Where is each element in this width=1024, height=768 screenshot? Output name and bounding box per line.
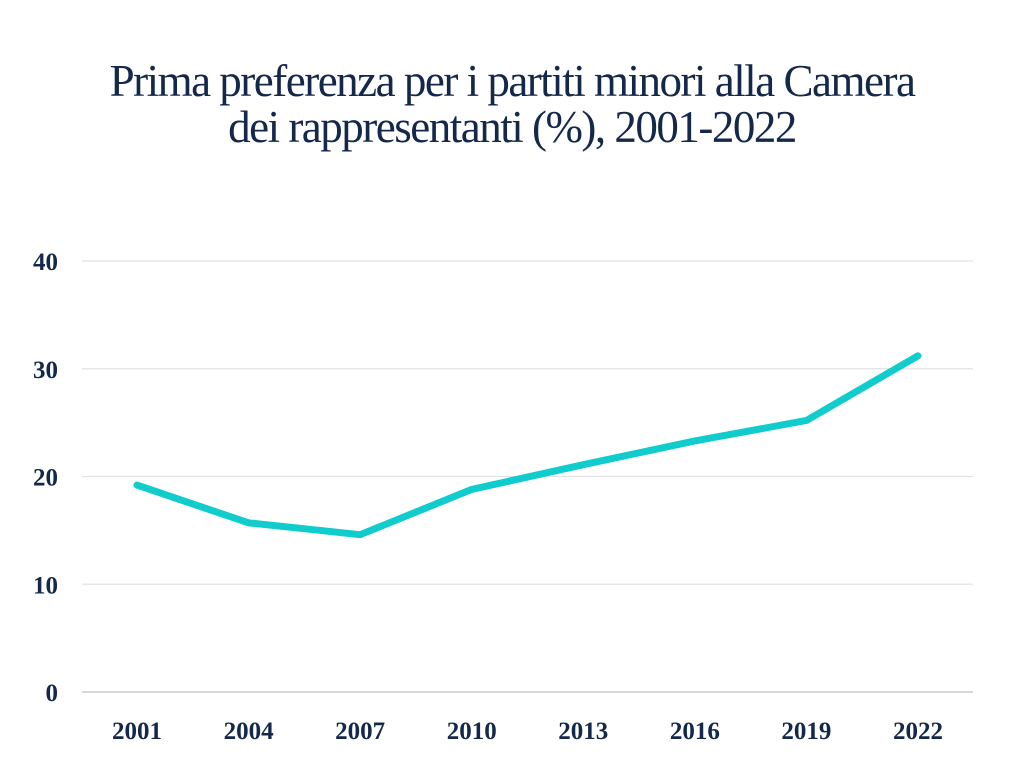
y-tick-label: 10 — [33, 572, 58, 599]
x-tick-label: 2001 — [112, 718, 162, 745]
chart-title: Prima preferenza per i partiti minori al… — [0, 58, 1024, 150]
chart-title-line-2: dei rappresentanti (%), 2001-2022 — [228, 102, 797, 152]
chart-title-line-1: Prima preferenza per i partiti minori al… — [109, 56, 916, 106]
x-tick-label: 2007 — [335, 718, 385, 745]
x-tick-label: 2013 — [558, 718, 608, 745]
y-tick-label: 40 — [33, 249, 58, 276]
series-line — [133, 352, 922, 539]
x-tick-label: 2022 — [893, 718, 943, 745]
y-tick-label: 0 — [46, 680, 59, 707]
y-tick-label: 20 — [33, 465, 58, 492]
x-tick-label: 2016 — [670, 718, 720, 745]
x-tick-label: 2004 — [224, 718, 275, 745]
x-tick-label: 2019 — [781, 718, 831, 745]
x-tick-label: 2010 — [447, 718, 497, 745]
y-tick-label: 30 — [33, 357, 58, 384]
